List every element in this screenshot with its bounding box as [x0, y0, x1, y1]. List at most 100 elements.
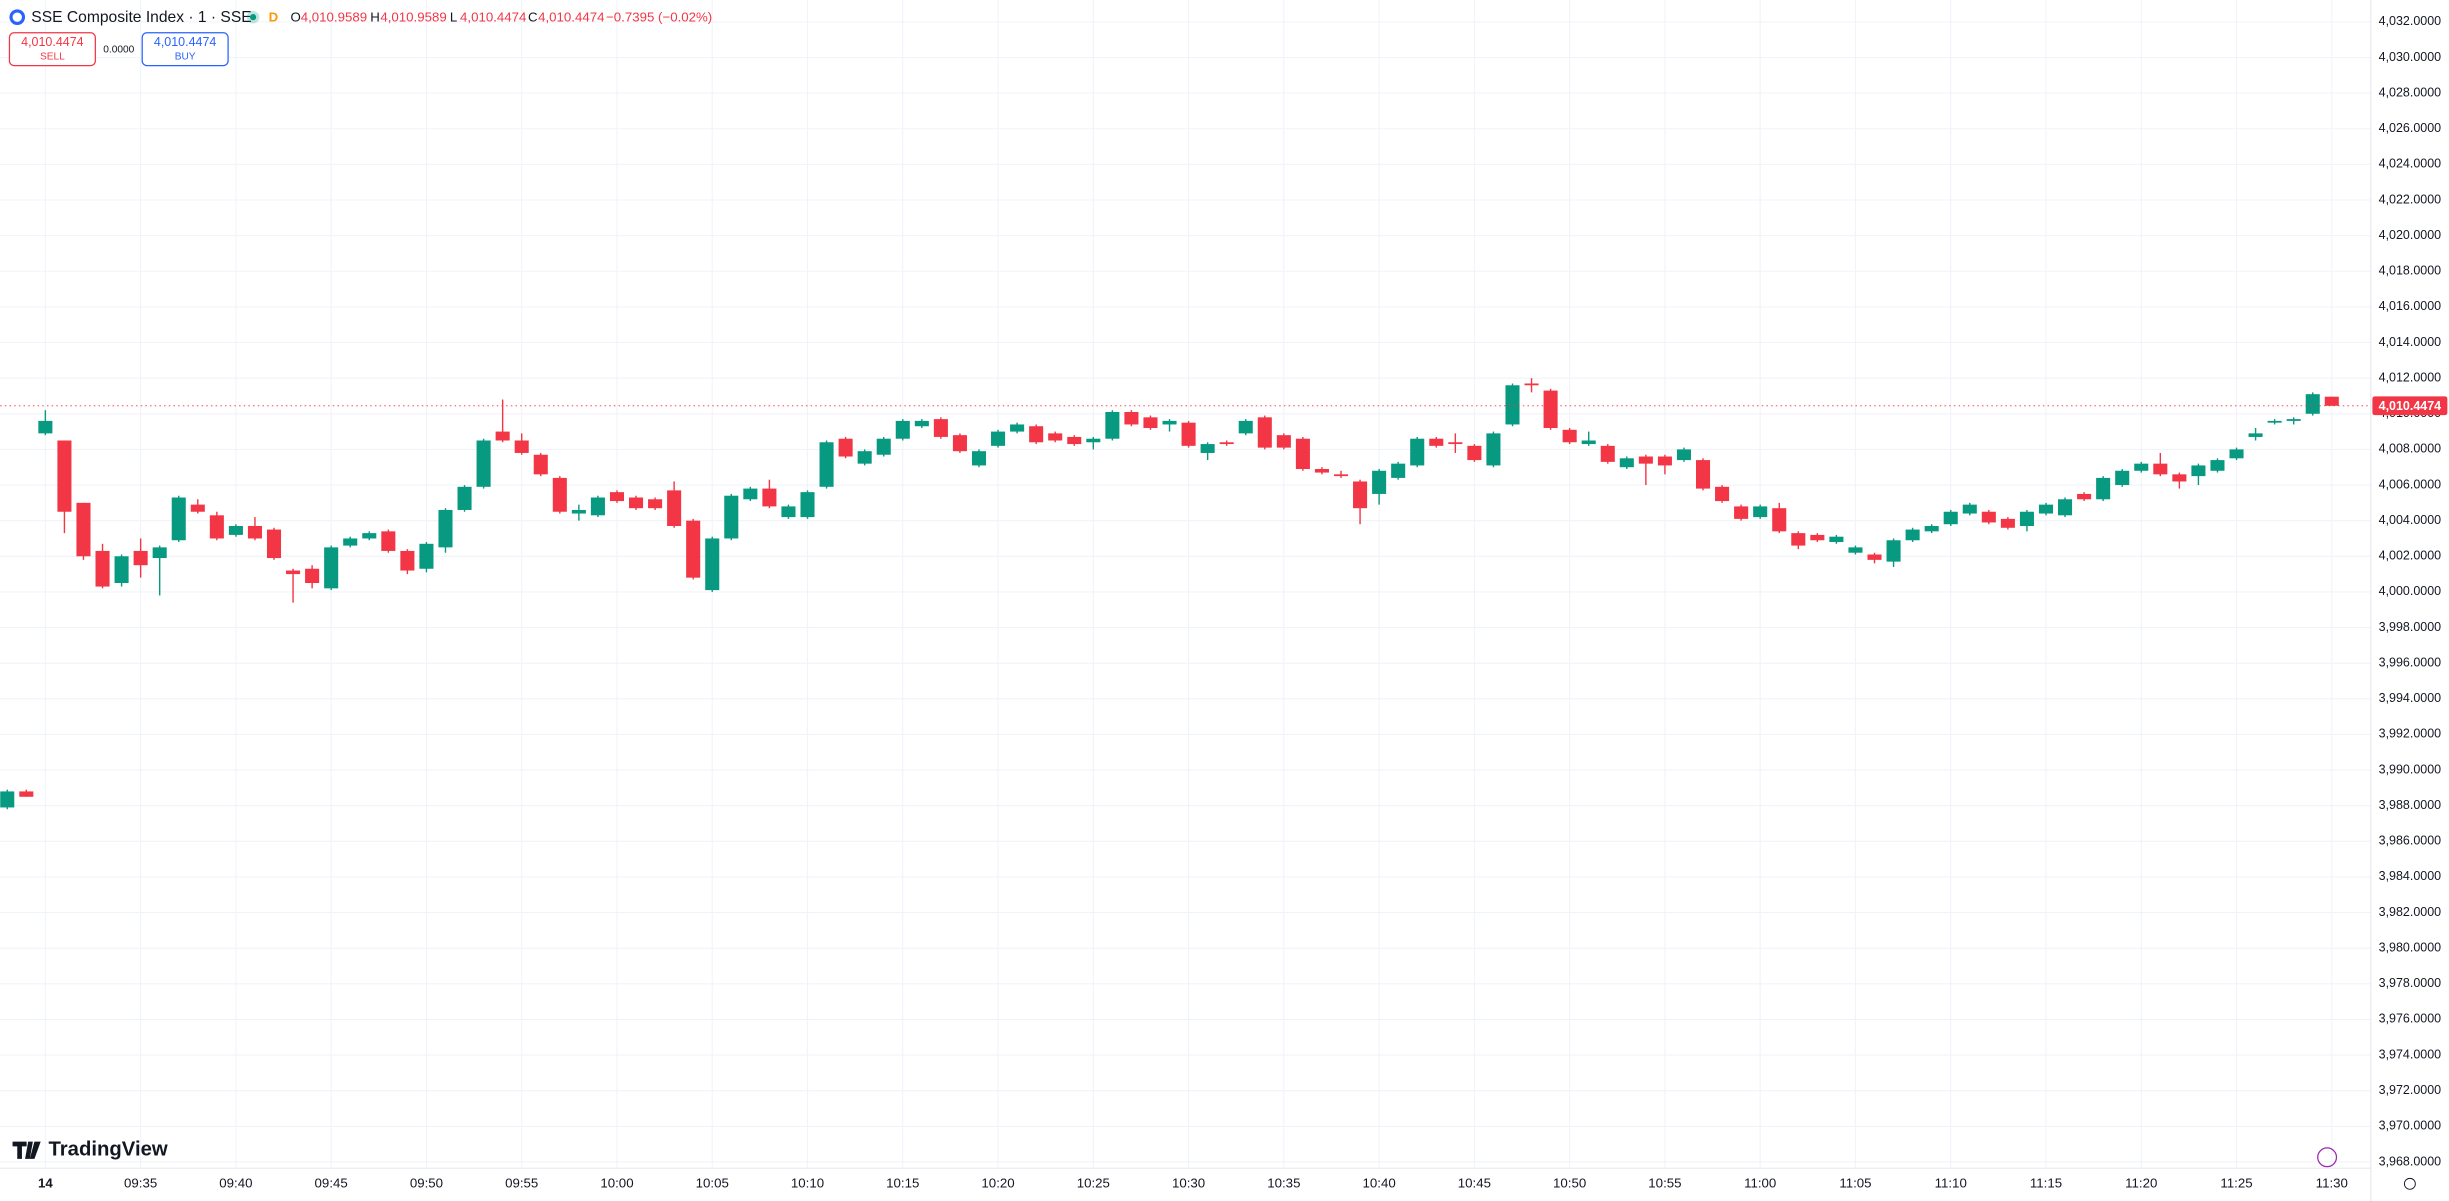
candle-body [1391, 463, 1406, 478]
symbol-title[interactable]: SSE Composite Index · 1 · SSE [31, 9, 251, 26]
candle-body [476, 440, 491, 487]
y-tick-label: 3,980.0000 [2379, 940, 2442, 954]
y-tick-label: 4,020.0000 [2379, 228, 2442, 242]
candle-body [1924, 525, 1939, 532]
candle-body [2267, 420, 2282, 423]
candle-body [1124, 411, 1139, 425]
x-tick-label: 11:00 [1744, 1175, 1776, 1190]
sell-button[interactable] [8, 32, 96, 67]
candle-body [1353, 481, 1368, 509]
candle-body [38, 420, 53, 434]
candle-body [1010, 424, 1025, 432]
y-tick-label: 3,992.0000 [2379, 727, 2442, 741]
y-tick-label: 3,968.0000 [2379, 1154, 2442, 1168]
candle-body [419, 543, 434, 569]
x-tick-label: 10:30 [1172, 1175, 1205, 1190]
x-tick-label: 10:40 [1363, 1175, 1396, 1190]
y-tick-label: 4,026.0000 [2379, 121, 2442, 135]
y-tick-label: 4,004.0000 [2379, 513, 2442, 527]
candle-body [819, 442, 834, 487]
x-tick-label: 11:25 [2220, 1175, 2252, 1190]
candle-body [1029, 426, 1044, 443]
x-tick-label: 09:50 [410, 1175, 443, 1190]
y-tick-label: 3,990.0000 [2379, 762, 2442, 776]
y-tick-label: 4,014.0000 [2379, 335, 2442, 349]
candle-body [266, 529, 282, 559]
x-tick-label: 09:55 [505, 1175, 538, 1190]
x-tick-label: 09:40 [219, 1175, 252, 1190]
candle-body [1448, 442, 1463, 445]
candle-body [1962, 504, 1977, 514]
candle-body [1524, 383, 1539, 386]
candle-body [76, 502, 91, 557]
replay-icon[interactable] [2317, 1147, 2338, 1168]
ohlc-label: C [528, 9, 538, 24]
candle-body [324, 547, 339, 589]
spread: 0.0000 [103, 45, 134, 56]
buy-price: 4,010.4474 [154, 35, 217, 49]
candle-body [1162, 420, 1177, 425]
candle-body [2191, 465, 2206, 477]
candle-body [2172, 474, 2187, 482]
candle-body [552, 477, 567, 512]
candle-body [838, 438, 853, 457]
candle-body [114, 556, 129, 584]
brand-logo [12, 1141, 41, 1159]
x-tick-label: 10:00 [600, 1175, 633, 1190]
y-tick-label: 3,976.0000 [2379, 1012, 2442, 1026]
ohlc-change: −0.7395 (−0.02%) [606, 9, 712, 24]
candle-body [495, 431, 510, 441]
buy-button[interactable] [141, 32, 229, 67]
y-tick-label: 3,994.0000 [2379, 691, 2442, 705]
y-tick-label: 3,996.0000 [2379, 655, 2442, 669]
x-tick-label: 11:15 [2030, 1175, 2062, 1190]
candle-body [1143, 417, 1158, 429]
settings-icon[interactable] [2403, 1177, 2416, 1190]
candle-body [1276, 435, 1291, 448]
candle-body [1715, 486, 1730, 502]
candle-body [95, 550, 110, 587]
y-tick-label: 3,984.0000 [2379, 869, 2442, 883]
brand-name[interactable]: TradingView [48, 1139, 167, 1161]
candle-body [1810, 534, 1825, 541]
y-tick-label: 4,008.0000 [2379, 442, 2442, 456]
x-tick-label: 10:10 [791, 1175, 824, 1190]
candle-body [57, 440, 72, 512]
candle-body [190, 504, 205, 512]
x-tick-label: 10:15 [886, 1175, 919, 1190]
y-tick-label: 3,998.0000 [2379, 620, 2442, 634]
candle-body [762, 488, 777, 507]
y-tick-label: 3,972.0000 [2379, 1083, 2442, 1097]
candle-body [1105, 411, 1120, 439]
candle-body [2305, 394, 2320, 414]
candle-body [152, 547, 167, 559]
y-tick-label: 4,012.0000 [2379, 370, 2442, 384]
candle-body [1486, 433, 1501, 466]
candle-body [209, 515, 224, 539]
candle-body [724, 495, 739, 539]
candle-body [362, 533, 377, 539]
candle-body [1676, 449, 1692, 461]
x-tick-label: 11:20 [2125, 1175, 2157, 1190]
y-tick-label: 3,986.0000 [2379, 834, 2442, 848]
candle-body [895, 420, 910, 439]
candle-body [933, 419, 948, 437]
candle-body [133, 550, 148, 566]
x-tick-label: 14 [38, 1175, 53, 1190]
candle-body [247, 525, 262, 539]
x-tick-label: 10:35 [1267, 1175, 1300, 1190]
candle-body [1181, 422, 1196, 446]
candle-body [1734, 506, 1749, 519]
candle-body [400, 550, 415, 571]
candle-body [1429, 438, 1444, 446]
candle-body [1543, 390, 1558, 429]
candle-body [800, 492, 815, 518]
symbol-icon [12, 12, 22, 22]
y-tick-label: 4,000.0000 [2379, 584, 2442, 598]
candle-body [2210, 460, 2225, 471]
x-tick-label: 09:35 [124, 1175, 157, 1190]
x-tick-label: 11:05 [1839, 1175, 1871, 1190]
sell-price: 4,010.4474 [21, 35, 84, 49]
candle-body [1981, 511, 1996, 523]
